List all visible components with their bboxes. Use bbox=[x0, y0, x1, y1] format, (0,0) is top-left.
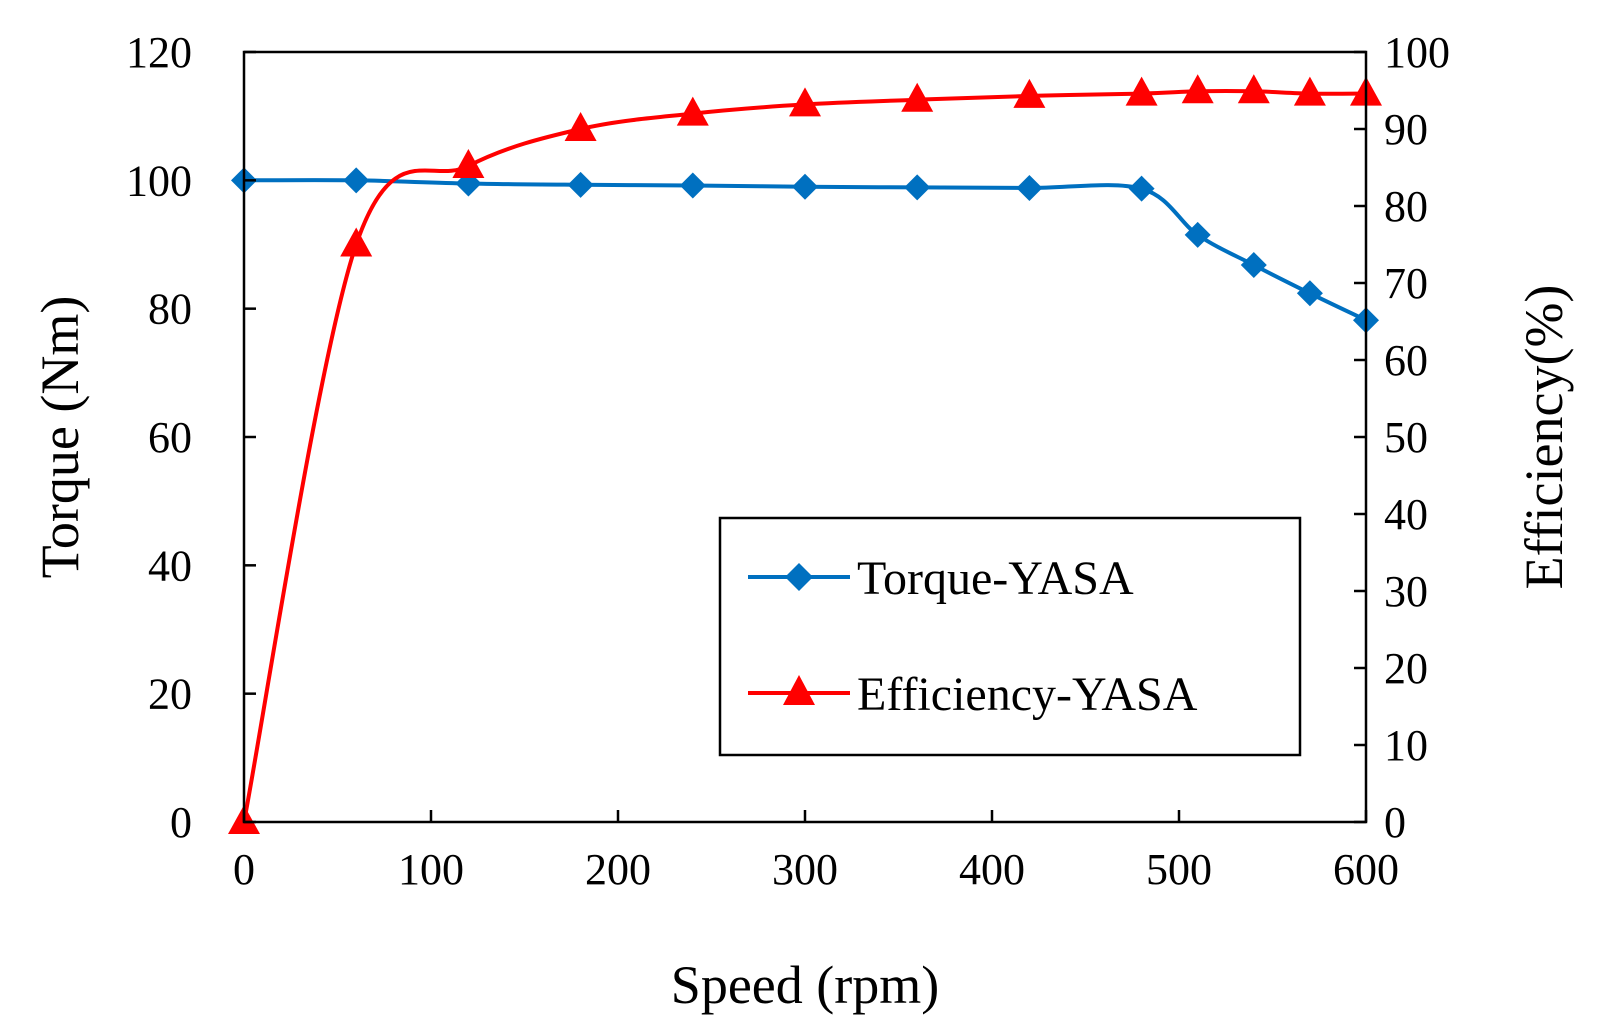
x-tick-label: 300 bbox=[772, 845, 838, 894]
x-axis-title: Speed (rpm) bbox=[671, 955, 939, 1015]
data-point bbox=[343, 167, 370, 194]
y-left-tick-label: 0 bbox=[170, 798, 192, 847]
legend-label-torque: Torque-YASA bbox=[857, 552, 1134, 605]
data-point bbox=[679, 172, 706, 199]
y-left-tick-label: 120 bbox=[126, 28, 192, 77]
y-axis-right-title: Efficiency(%) bbox=[1514, 285, 1574, 590]
x-tick-label: 600 bbox=[1333, 845, 1399, 894]
data-point bbox=[1184, 221, 1211, 248]
axes-layer: 0 100 200 300 400 500 600020406080100120010203… bbox=[126, 28, 1450, 894]
y-right-tick-label: 90 bbox=[1384, 105, 1428, 154]
data-point bbox=[1181, 74, 1214, 104]
data-point bbox=[1016, 175, 1043, 202]
data-point bbox=[1296, 280, 1323, 307]
data-point bbox=[452, 148, 485, 178]
x-tick-label: 0 bbox=[233, 845, 255, 894]
series-layer bbox=[228, 74, 1382, 834]
legend-marker-efficiency bbox=[783, 675, 815, 705]
x-tick-label: 200 bbox=[585, 845, 651, 894]
data-point bbox=[901, 82, 934, 112]
y-left-tick-label: 40 bbox=[148, 541, 192, 590]
y-left-tick-label: 60 bbox=[148, 413, 192, 462]
legend: Torque-YASA Efficiency-YASA bbox=[718, 516, 1302, 757]
y-right-tick-label: 60 bbox=[1384, 336, 1428, 385]
legend-box bbox=[718, 516, 1302, 757]
y-right-tick-label: 70 bbox=[1384, 259, 1428, 308]
y-left-tick-label: 20 bbox=[148, 670, 192, 719]
data-point bbox=[564, 112, 597, 141]
y-axis-left-title: Torque (Nm) bbox=[30, 296, 90, 579]
data-point bbox=[1125, 76, 1158, 106]
data-point bbox=[1240, 252, 1267, 279]
y-right-tick-label: 0 bbox=[1384, 798, 1406, 847]
data-point bbox=[676, 96, 709, 126]
data-point bbox=[340, 227, 373, 257]
y-right-tick-label: 100 bbox=[1384, 28, 1450, 77]
legend-label-efficiency: Efficiency-YASA bbox=[857, 668, 1198, 721]
series-torque bbox=[231, 167, 1379, 334]
legend-marker-torque bbox=[785, 563, 813, 591]
y-right-tick-label: 80 bbox=[1384, 182, 1428, 231]
data-point bbox=[904, 174, 931, 201]
x-tick-label: 100 bbox=[398, 845, 464, 894]
x-tick-label: 400 bbox=[959, 845, 1025, 894]
data-point bbox=[789, 87, 821, 117]
data-point bbox=[1128, 175, 1155, 202]
x-tick-label: 500 bbox=[1146, 845, 1212, 894]
y-left-tick-label: 100 bbox=[126, 156, 192, 205]
data-point bbox=[567, 171, 594, 198]
y-left-tick-label: 80 bbox=[148, 285, 192, 334]
y-right-tick-label: 10 bbox=[1384, 721, 1428, 770]
data-point bbox=[1237, 74, 1270, 104]
y-right-tick-label: 50 bbox=[1384, 413, 1428, 462]
data-point bbox=[1293, 76, 1326, 106]
y-right-tick-label: 20 bbox=[1384, 644, 1428, 693]
y-right-tick-label: 30 bbox=[1384, 567, 1428, 616]
y-right-tick-label: 40 bbox=[1384, 490, 1428, 539]
data-point bbox=[792, 173, 818, 200]
data-point bbox=[1013, 78, 1046, 108]
